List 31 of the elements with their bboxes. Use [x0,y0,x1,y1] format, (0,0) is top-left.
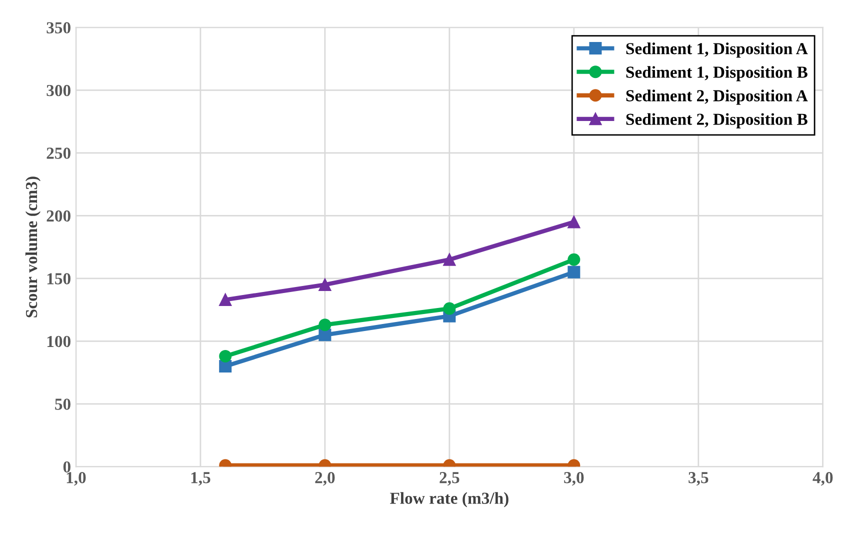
x-tick-label: 3,5 [688,472,708,486]
x-axis-title: Flow rate (m3/h) [390,492,508,508]
y-tick-label: 300 [46,84,70,96]
legend-label: Sediment 1, Disposition B [626,66,808,82]
legend-label: Sediment 1, Disposition A [626,42,808,58]
x-tick-label: 1,0 [66,472,86,486]
point [568,266,580,278]
y-tick-label: 350 [46,22,70,34]
point [568,216,580,228]
y-tick-label: 200 [46,210,70,222]
point [219,360,232,373]
point [443,302,456,315]
y-tick-label: 0 [63,461,70,473]
x-tick-label: 4,0 [812,472,833,486]
point [219,350,232,362]
y-tick-label: 100 [47,336,70,348]
point [318,278,332,291]
legend-label: Sediment 2, Disposition A [626,90,808,105]
point [443,253,456,266]
y-tick-label: 150 [47,273,70,284]
y-axis-title: Scour volume (cm3) [25,176,41,318]
x-tick-label: 1,5 [191,472,210,486]
x-tick-label: 2,5 [440,472,460,486]
x-tick-label: 2,0 [315,472,335,486]
point [568,253,580,266]
y-tick-label: 50 [55,398,70,410]
point [219,294,232,306]
legend-label: Sediment 2, Disposition B [626,113,808,128]
point [318,318,332,332]
y-tick-label: 250 [46,148,70,159]
x-tick-label: 3,0 [564,472,584,486]
